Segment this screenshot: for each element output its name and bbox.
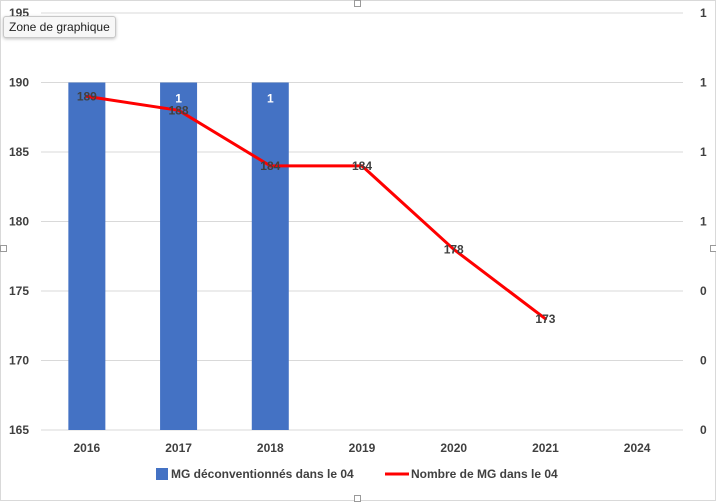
y-tick-label: 180 <box>9 215 29 229</box>
line-series <box>85 94 547 321</box>
y-tick-label: 175 <box>9 284 29 298</box>
gridlines <box>41 12 683 431</box>
line-path <box>86 94 547 320</box>
y2-tick-label: 0 <box>700 423 707 437</box>
x-tick-label: 2024 <box>624 441 651 455</box>
y2-tick-label: 1 <box>700 145 707 159</box>
bar <box>251 82 289 430</box>
line-point <box>177 108 181 112</box>
line-point <box>360 164 364 168</box>
y2-tick-label: 1 <box>700 215 707 229</box>
x-tick-label: 2020 <box>440 441 467 455</box>
line-data-label: 184 <box>260 159 280 173</box>
resize-handle-left[interactable] <box>0 245 7 252</box>
y2-tick-label: 1 <box>700 6 707 20</box>
y-tick-label: 170 <box>9 354 29 368</box>
resize-handle-right[interactable] <box>710 245 716 252</box>
bar-data-label: 1 <box>175 92 182 106</box>
y-tick-label: 190 <box>9 76 29 90</box>
resize-handle-top[interactable] <box>354 0 361 7</box>
line-point <box>268 164 272 168</box>
x-tick-label: 2021 <box>532 441 559 455</box>
bar <box>68 82 106 430</box>
chart-area-tooltip: Zone de graphique <box>3 16 116 38</box>
legend-swatch-bar <box>156 468 168 480</box>
y2-tick-label: 0 <box>700 354 707 368</box>
line-data-label: 178 <box>444 242 464 256</box>
line-point <box>452 247 456 251</box>
legend-label-line: Nombre de MG dans le 04 <box>411 467 558 481</box>
line-point <box>85 94 89 98</box>
legend: MG déconventionnés dans le 04 Nombre de M… <box>156 467 558 481</box>
line-data-label: 173 <box>535 312 555 326</box>
y2-tick-label: 0 <box>700 284 707 298</box>
x-tick-label: 2018 <box>257 441 284 455</box>
y-tick-label: 185 <box>9 145 29 159</box>
line-data-label: 189 <box>77 89 97 103</box>
bar-series <box>68 82 289 430</box>
line-point <box>543 317 547 321</box>
legend-label-bar: MG déconventionnés dans le 04 <box>171 467 354 481</box>
bar <box>160 82 198 430</box>
line-data-label: 184 <box>352 159 372 173</box>
bar-data-label: 1 <box>267 92 274 106</box>
y-tick-label: 165 <box>9 423 29 437</box>
data-labels: 1 1 189 188 184 184 178 173 <box>77 89 556 325</box>
x-tick-label: 2016 <box>74 441 101 455</box>
x-tick-label: 2017 <box>165 441 192 455</box>
x-tick-label: 2019 <box>349 441 376 455</box>
y2-tick-label: 1 <box>700 76 707 90</box>
line-data-label: 188 <box>169 103 189 117</box>
